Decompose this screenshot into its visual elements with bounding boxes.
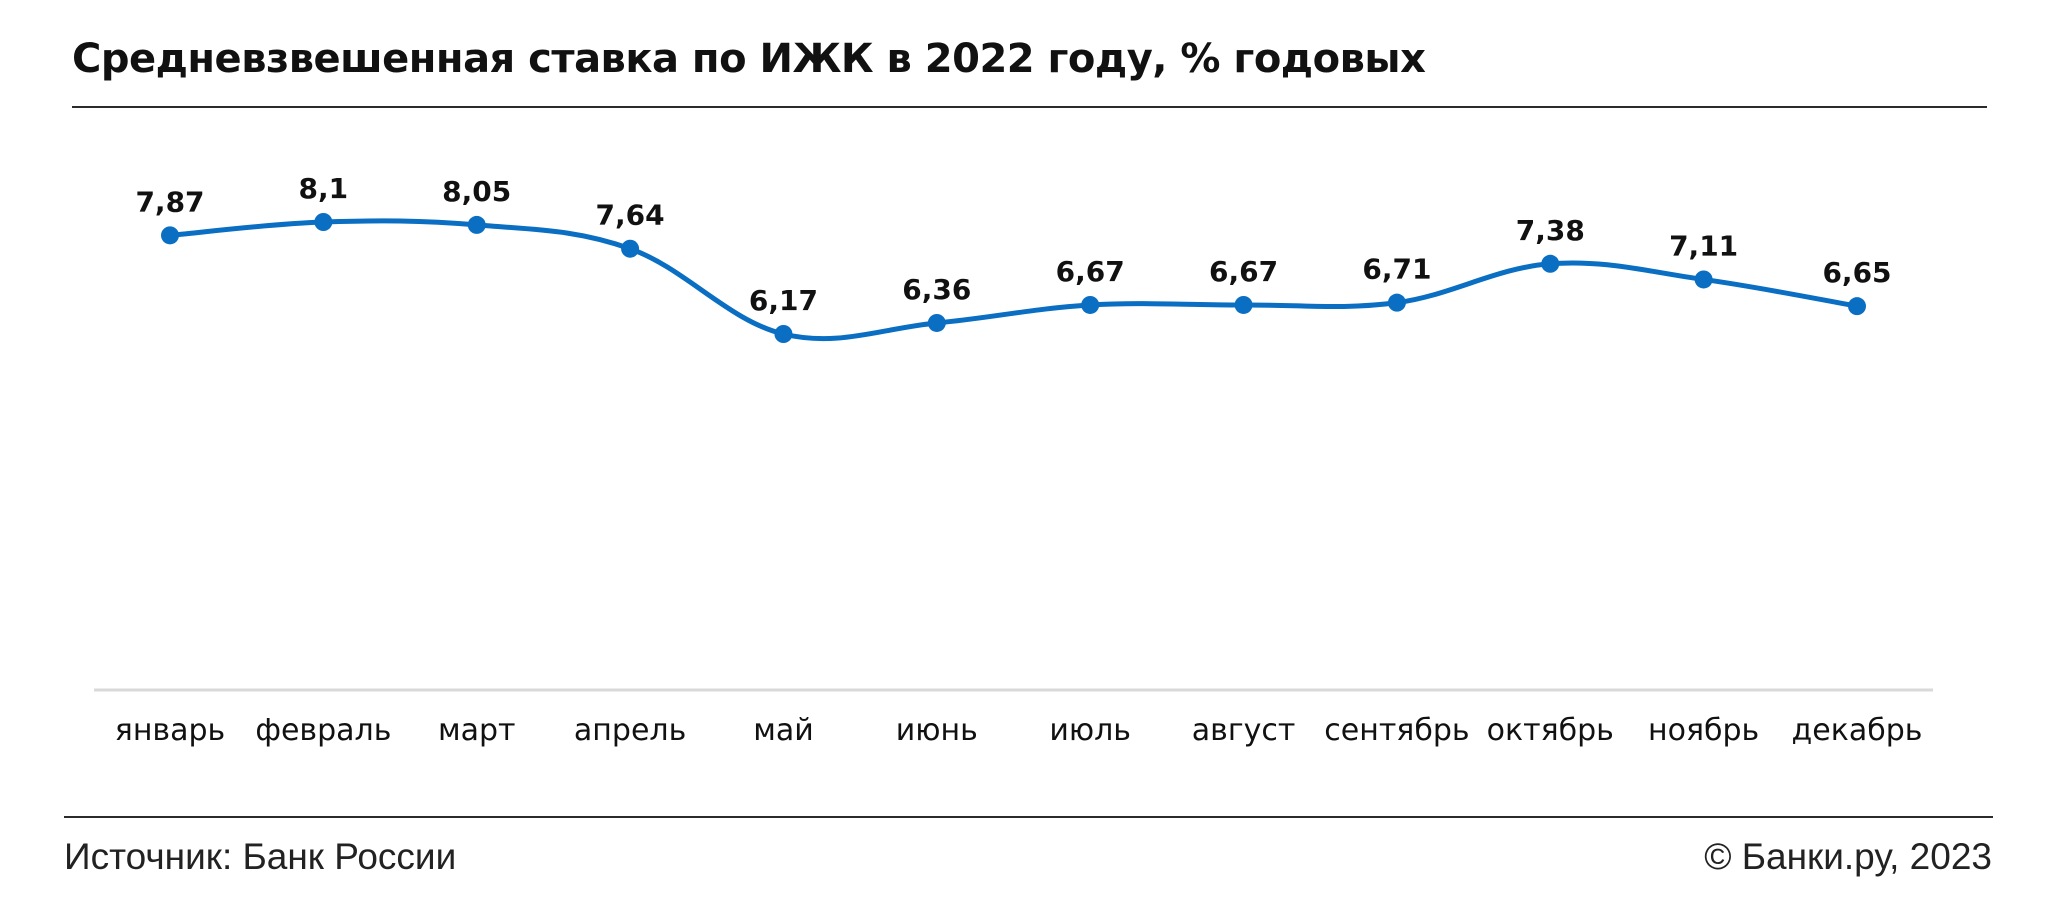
category-label: сентябрь — [1324, 713, 1469, 748]
data-point — [161, 226, 179, 245]
data-label: 8,1 — [299, 172, 349, 205]
data-point — [1234, 295, 1253, 314]
data-label: 7,38 — [1516, 214, 1585, 247]
category-labels: январь февраль март апрель май июнь июль август… — [115, 713, 1923, 748]
data-label: 6,36 — [902, 273, 971, 306]
series-line — [167, 218, 1860, 342]
data-label: 6,71 — [1362, 253, 1431, 286]
data-point — [927, 313, 946, 332]
data-points — [161, 213, 1866, 343]
copyright-note: © Банки.ру, 2023 — [1704, 836, 1992, 877]
source-note: Источник: Банк России — [64, 836, 457, 877]
data-point — [774, 325, 793, 343]
data-label: 7,87 — [135, 185, 204, 218]
data-point — [1387, 293, 1406, 312]
category-label: октябрь — [1487, 713, 1614, 748]
data-label: 6,65 — [1822, 256, 1891, 289]
bottom-divider — [64, 816, 1993, 818]
data-label: 8,05 — [442, 175, 511, 208]
top-divider — [72, 106, 1987, 108]
category-label: август — [1192, 713, 1296, 748]
category-label: апрель — [574, 713, 686, 748]
data-point — [1081, 295, 1100, 314]
data-labels: 7,87 8,1 8,05 7,64 6,17 6,36 6,67 6,67 6,71 7,38 7… — [135, 172, 1891, 317]
data-label: 6,17 — [749, 284, 818, 317]
line-chart: 7,87 8,1 8,05 7,64 6,17 6,36 6,67 6,67 6,71 7,38 7… — [94, 172, 1933, 748]
category-label: май — [753, 713, 814, 748]
data-point — [1541, 254, 1560, 273]
category-label: ноябрь — [1648, 713, 1759, 748]
data-point — [1848, 297, 1866, 316]
data-label: 6,67 — [1056, 255, 1125, 288]
data-point — [621, 239, 640, 258]
category-label: февраль — [255, 713, 391, 748]
chart-title: Средневзвешенная ставка по ИЖК в 2022 го… — [72, 36, 1426, 82]
category-label: декабрь — [1792, 713, 1923, 748]
category-label: июль — [1049, 713, 1131, 748]
data-point — [1694, 270, 1713, 289]
data-label: 7,64 — [596, 199, 665, 232]
category-label: март — [438, 713, 516, 748]
data-point — [314, 213, 333, 231]
category-label: июнь — [896, 713, 978, 748]
data-label: 6,67 — [1209, 255, 1278, 288]
data-point — [467, 215, 486, 234]
data-label: 7,11 — [1669, 229, 1738, 262]
category-label: январь — [115, 713, 225, 748]
